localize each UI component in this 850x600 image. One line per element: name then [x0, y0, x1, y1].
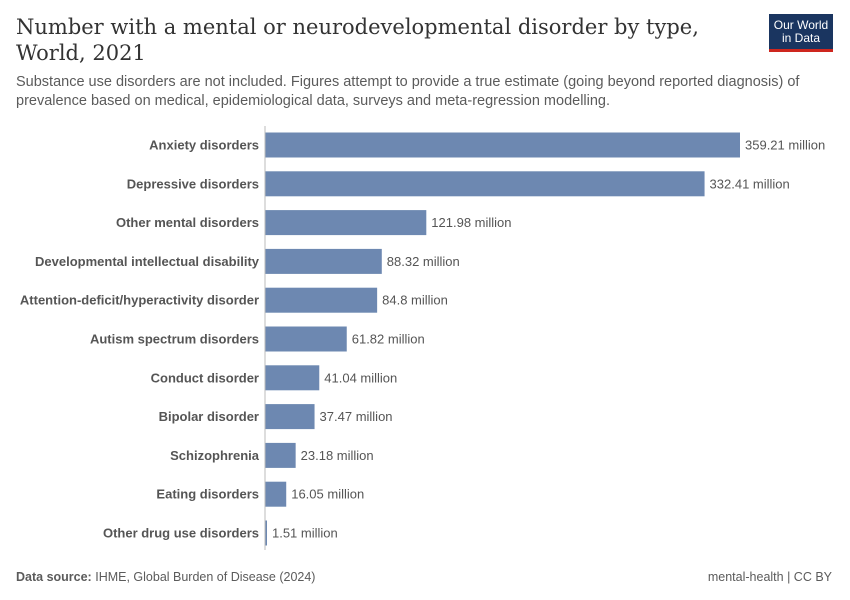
value-label: 332.41 million: [710, 176, 790, 191]
bar[interactable]: [265, 210, 427, 236]
chart-subtitle: Substance use disorders are not included…: [16, 74, 800, 109]
owid-logo[interactable]: Our World in Data: [769, 14, 833, 52]
value-label: 23.18 million: [301, 448, 374, 463]
bar[interactable]: [265, 442, 296, 468]
category-label: Other mental disorders: [116, 215, 259, 230]
category-label: Anxiety disorders: [149, 138, 259, 153]
bar[interactable]: [265, 132, 740, 158]
bar[interactable]: [265, 171, 705, 197]
value-label: 61.82 million: [352, 332, 425, 347]
category-label: Eating disorders: [156, 487, 259, 502]
source-link[interactable]: IHME, Global Burden of Disease (2024): [95, 570, 316, 584]
bar[interactable]: [265, 326, 347, 352]
value-label: 84.8 million: [382, 293, 448, 308]
footer-license[interactable]: mental-health | CC BY: [707, 570, 832, 584]
bar[interactable]: [265, 481, 287, 507]
value-label: 16.05 million: [291, 487, 364, 502]
value-label: 359.21 million: [745, 138, 825, 153]
value-label: 88.32 million: [387, 254, 460, 269]
logo-line2: in Data: [781, 31, 821, 45]
bar[interactable]: [265, 404, 315, 430]
category-label: Other drug use disorders: [103, 526, 259, 541]
bar[interactable]: [265, 520, 267, 546]
value-label: 1.51 million: [272, 526, 338, 541]
category-label: Schizophrenia: [170, 448, 260, 463]
category-label: Autism spectrum disorders: [90, 332, 259, 347]
category-label: Depressive disorders: [127, 176, 259, 191]
category-label: Conduct disorder: [151, 370, 259, 385]
data-source: Data source: IHME, Global Burden of Dise…: [16, 570, 315, 584]
value-label: 121.98 million: [431, 215, 511, 230]
logo-line1: Our World: [773, 18, 829, 32]
value-label: 37.47 million: [320, 409, 393, 424]
chart-title: Number with a mental or neurodevelopment…: [16, 15, 699, 65]
bar[interactable]: [265, 287, 378, 313]
value-label: 41.04 million: [324, 370, 397, 385]
bar[interactable]: [265, 365, 320, 391]
category-label: Developmental intellectual disability: [35, 254, 260, 269]
category-label: Bipolar disorder: [159, 409, 259, 424]
source-label: Data source:: [16, 570, 92, 584]
bar[interactable]: [265, 248, 382, 274]
category-label: Attention-deficit/hyperactivity disorder: [20, 293, 259, 308]
